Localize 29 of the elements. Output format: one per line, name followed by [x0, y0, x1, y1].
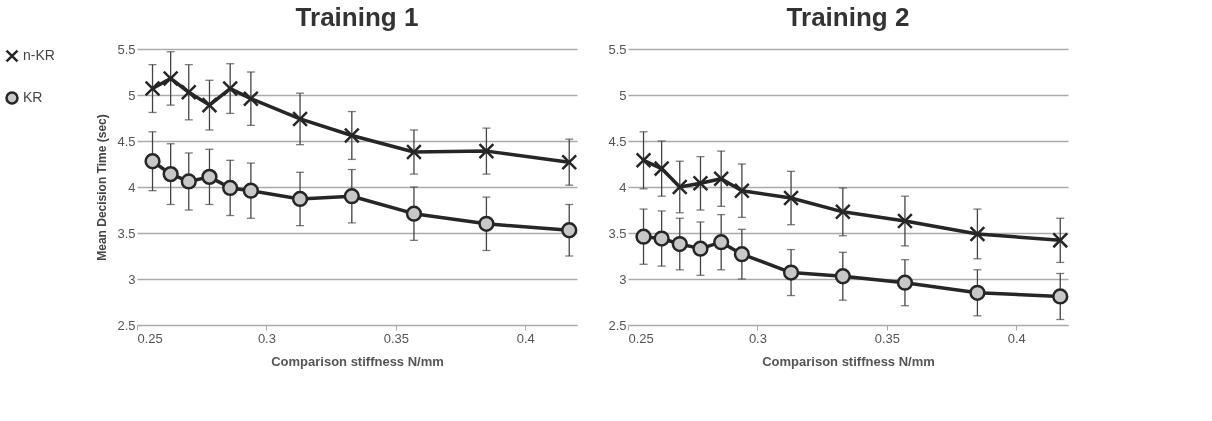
y-tick-label: 5.5 — [117, 41, 136, 57]
y-tick-label: 5 — [619, 87, 627, 103]
x-tick-label: 0.25 — [137, 330, 163, 346]
x-tick-label: 0.4 — [516, 330, 535, 346]
y-tick-label: 3.5 — [608, 225, 627, 241]
y-tick-label: 2.5 — [117, 317, 136, 333]
y-tick-label: 4.5 — [608, 133, 627, 149]
x-tick-label: 0.3 — [257, 330, 276, 346]
y-tick-label: 5 — [128, 87, 136, 103]
legend-label: KR — [23, 89, 43, 105]
y-tick-label: 5.5 — [608, 41, 627, 57]
x-tick-label: 0.25 — [628, 330, 654, 346]
x-tick-label: 0.4 — [1007, 330, 1026, 346]
y-tick-label: 4 — [619, 179, 627, 195]
y-tick-label: 4 — [128, 179, 136, 195]
y-tick-label: 3 — [128, 271, 136, 287]
x-axis-title: Comparison stiffness N/mm — [271, 353, 444, 369]
legend-label: n-KR — [23, 47, 55, 63]
x-tick-label: 0.35 — [874, 330, 900, 346]
y-tick-label: 4.5 — [117, 133, 136, 149]
y-tick-label: 3.5 — [117, 225, 136, 241]
y-axis-title: Mean Decision Time (sec) — [95, 114, 110, 261]
y-tick-label: 2.5 — [608, 317, 627, 333]
x-tick-label: 0.35 — [383, 330, 409, 346]
x-axis-title: Comparison stiffness N/mm — [762, 353, 935, 369]
chart-title: Training 2 — [786, 2, 910, 32]
y-tick-label: 3 — [619, 271, 627, 287]
x-tick-label: 0.3 — [748, 330, 767, 346]
chart-title: Training 1 — [295, 2, 419, 32]
